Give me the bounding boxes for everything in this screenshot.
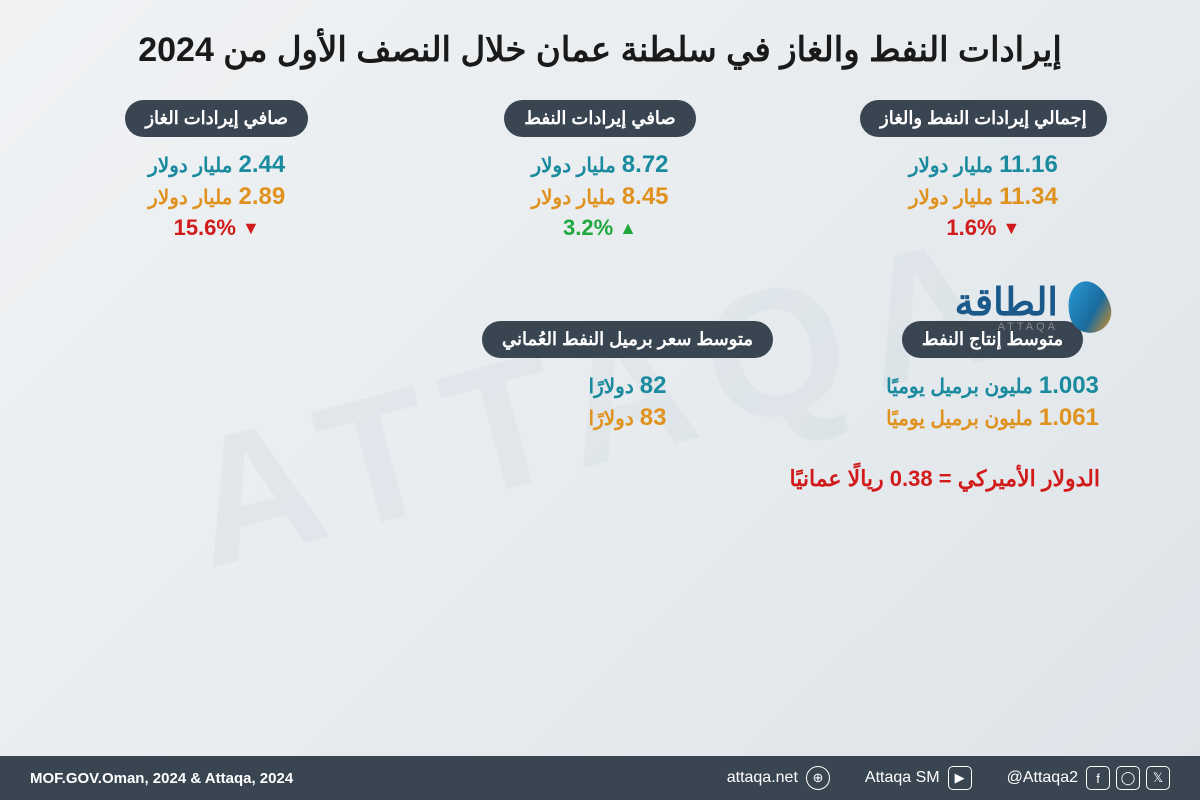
stat-label: صافي إيرادات النفط xyxy=(504,100,695,137)
stat-total-revenue: إجمالي إيرادات النفط والغاز 11.16مليار د… xyxy=(807,100,1160,241)
footer-social: 𝕏 ◯ f @Attaqa2 xyxy=(1007,766,1170,790)
instagram-icon: ◯ xyxy=(1116,766,1140,790)
stat-2024: 11.16مليار دولار xyxy=(807,151,1160,179)
stat-2024: 82دولارًا xyxy=(460,372,795,400)
bottom-stats-row: متوسط إنتاج النفط 1.003مليون برميل يوميً… xyxy=(460,321,1160,436)
logo-drop-icon xyxy=(1062,276,1116,337)
main-title: إيرادات النفط والغاز في سلطنة عمان خلال … xyxy=(40,30,1160,70)
top-stats-row: إجمالي إيرادات النفط والغاز 11.16مليار د… xyxy=(40,100,1160,241)
logo-text: الطاقة xyxy=(955,280,1058,325)
stat-label: إجمالي إيرادات النفط والغاز xyxy=(860,100,1107,137)
stat-oil-production: متوسط إنتاج النفط 1.003مليون برميل يوميً… xyxy=(825,321,1160,436)
footer-source: MOF.GOV.Oman, 2024 & Attaqa, 2024 xyxy=(30,770,293,787)
stat-gas-revenue: صافي إيرادات الغاز 2.44مليار دولار 2.89م… xyxy=(40,100,393,241)
arrow-down-icon: ▼ xyxy=(242,218,260,239)
stat-2023: 2.89مليار دولار xyxy=(40,183,393,211)
infographic-container: إيرادات النفط والغاز في سلطنة عمان خلال … xyxy=(0,0,1200,800)
stat-2024: 1.003مليون برميل يوميًا xyxy=(825,372,1160,400)
stat-label: متوسط سعر برميل النفط العُماني xyxy=(482,321,773,358)
x-icon: 𝕏 xyxy=(1146,766,1170,790)
youtube-icon: ▶ xyxy=(948,766,972,790)
stat-2023: 8.45مليار دولار xyxy=(423,183,776,211)
footer: 𝕏 ◯ f @Attaqa2 ▶ Attaqa SM ⊕ attaqa.net … xyxy=(0,756,1200,800)
footer-links: 𝕏 ◯ f @Attaqa2 ▶ Attaqa SM ⊕ attaqa.net xyxy=(727,766,1170,790)
arrow-up-icon: ▲ xyxy=(619,218,637,239)
stat-barrel-price: متوسط سعر برميل النفط العُماني 82دولارًا… xyxy=(460,321,795,436)
stat-2024: 2.44مليار دولار xyxy=(40,151,393,179)
stat-change: ▼ 15.6% xyxy=(40,215,393,241)
arrow-down-icon: ▼ xyxy=(1003,218,1021,239)
globe-icon: ⊕ xyxy=(806,766,830,790)
stat-change: ▼ 1.6% xyxy=(807,215,1160,241)
stat-2024: 8.72مليار دولار xyxy=(423,151,776,179)
footer-youtube: ▶ Attaqa SM xyxy=(865,766,972,790)
brand-logo: الطاقة ATTAQA xyxy=(955,280,1110,333)
stat-label: صافي إيرادات الغاز xyxy=(125,100,308,137)
footer-website: ⊕ attaqa.net xyxy=(727,766,830,790)
facebook-icon: f xyxy=(1086,766,1110,790)
stat-2023: 1.061مليون برميل يوميًا xyxy=(825,404,1160,432)
stat-change: ▲ 3.2% xyxy=(423,215,776,241)
stat-2023: 83دولارًا xyxy=(460,404,795,432)
stat-2023: 11.34مليار دولار xyxy=(807,183,1160,211)
exchange-rate-note: الدولار الأميركي = 0.38 ريالًا عمانيًا xyxy=(40,466,1100,492)
stat-oil-revenue: صافي إيرادات النفط 8.72مليار دولار 8.45م… xyxy=(423,100,776,241)
